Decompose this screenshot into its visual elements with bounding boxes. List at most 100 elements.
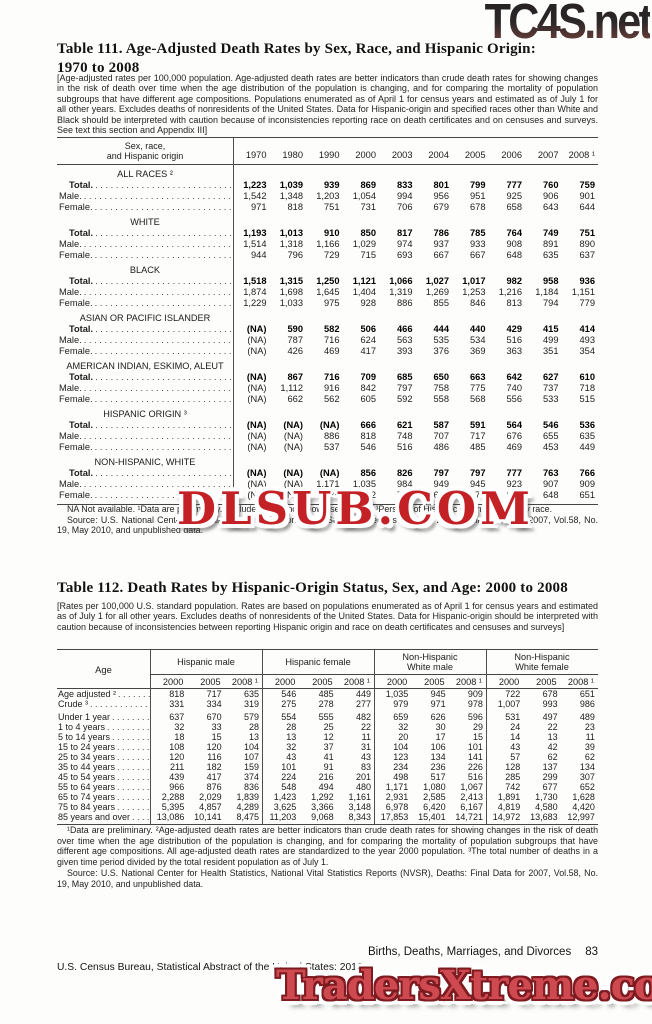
- death-rate-value: 663: [469, 372, 486, 382]
- death-rate-value: 417: [206, 772, 222, 782]
- death-rate-value: 971: [430, 699, 446, 709]
- row-label: 65 to 74 years: [58, 792, 116, 802]
- death-rate-value: 494: [318, 782, 334, 792]
- death-rate-value: 797: [396, 383, 413, 393]
- table-row: Male. 1,874 1,698 1,645 1,404 1,319 1,269 1,253…: [57, 287, 598, 298]
- death-rate-value: 1,423: [273, 792, 297, 802]
- table-row: 5 to 14 years 18 15 13 13 12 11 20 17 15 14 13 11: [57, 732, 598, 742]
- row-stub: Total.: [57, 468, 233, 479]
- death-rate-value: 651: [579, 689, 595, 699]
- death-rate-value: 945: [430, 689, 446, 699]
- death-rate-value: 678: [433, 490, 449, 500]
- row-stub: Total.: [57, 228, 233, 239]
- death-rate-value: 555: [318, 712, 334, 722]
- death-rate-value: 369: [469, 346, 486, 356]
- death-rate-value: 6,978: [385, 802, 409, 812]
- row-label: Total.: [69, 180, 94, 190]
- death-rate-value: 285: [505, 772, 521, 782]
- death-rate-value: 224: [281, 772, 297, 782]
- row-stub: Female.: [57, 202, 233, 213]
- death-rate-value: 610: [579, 372, 595, 382]
- dot-leader: [93, 442, 233, 453]
- death-rate-value: 775: [469, 383, 486, 393]
- death-rate-value: 670: [206, 712, 222, 722]
- death-rate-value: 568: [469, 394, 486, 404]
- death-rate-value: 1,007: [497, 699, 521, 709]
- death-rate-value: 709: [360, 372, 376, 382]
- death-rate-value: 469: [323, 346, 340, 356]
- death-rate-value: 624: [360, 335, 376, 345]
- death-rate-value: 506: [360, 324, 376, 334]
- death-rate-value: 928: [360, 298, 376, 308]
- t111-body: ALL RACES ² Total. 1,223 1,039 939 869 833 801 7…: [57, 169, 598, 504]
- vertical-rule: [233, 138, 234, 504]
- death-rate-value: 182: [206, 762, 222, 772]
- death-rate-value: 6,167: [460, 802, 483, 812]
- death-rate-value: 910: [323, 228, 340, 238]
- row-stub: 5 to 14 years: [57, 732, 150, 742]
- death-rate-value: 1,121: [352, 276, 376, 286]
- death-rate-value: 13: [248, 732, 259, 742]
- death-rate-value: 42: [547, 742, 558, 752]
- death-rate-value: 43: [360, 752, 371, 762]
- table-row: Female. (NA) (NA) 537 546 516 486 485 469 453 449: [57, 442, 598, 453]
- table-111-header: Sex, race, and Hispanic origin 1970 1980 1…: [57, 138, 598, 165]
- death-rate-value: (NA): [283, 442, 303, 452]
- death-rate-value: 18: [174, 732, 185, 742]
- death-rate-value: 936: [579, 276, 595, 286]
- row-label: Male.: [59, 191, 82, 201]
- death-rate-value: 354: [579, 346, 595, 356]
- death-rate-value: 867: [287, 372, 303, 382]
- death-rate-value: 621: [396, 420, 413, 430]
- death-rate-value: 642: [506, 372, 522, 382]
- table-row: Under 1 year 637 670 579 554 555 482 659 626 596 5…: [57, 712, 598, 722]
- death-rate-value: 201: [355, 772, 371, 782]
- t112-body: Age adjusted ² 818 717 635 546 485 449 1,035 945…: [57, 689, 598, 824]
- death-rate-value: 1,250: [316, 276, 340, 286]
- death-rate-value: 842: [360, 383, 376, 393]
- death-rate-value: 1,514: [243, 239, 267, 249]
- death-rate-value: 850: [360, 228, 376, 238]
- row-stub: Male.: [57, 239, 233, 250]
- death-rate-value: 13,086: [156, 812, 185, 822]
- table-row: Male. (NA) (NA) 886 818 748 707 717 676 655 635: [57, 431, 598, 442]
- dot-leader: [93, 420, 233, 431]
- death-rate-value: 740: [506, 383, 522, 393]
- death-rate-value: 650: [433, 372, 449, 382]
- death-rate-value: 535: [433, 335, 449, 345]
- row-label: 55 to 64 years: [58, 782, 116, 792]
- death-rate-value: 635: [542, 250, 559, 260]
- row-label: Total.: [69, 468, 94, 478]
- death-rate-value: (NA): [247, 442, 267, 452]
- watermark-tc4s: TC4S.net: [484, 0, 652, 50]
- death-rate-value: 655: [542, 431, 559, 441]
- death-rate-value: (NA): [247, 383, 267, 393]
- death-rate-value: 1,067: [460, 782, 483, 792]
- death-rate-value: 101: [281, 762, 297, 772]
- table-row: Female. 1,229 1,033 975 928 886 855 846 813 794 77…: [57, 298, 598, 309]
- death-rate-value: 993: [542, 699, 558, 709]
- death-rate-value: 108: [169, 742, 185, 752]
- death-rate-value: 1,518: [243, 276, 267, 286]
- death-rate-value: 886: [323, 431, 340, 441]
- t112-year-row: 2000 2005 2008 ¹ 2000 2005 2008 ¹ 2000 2005 2008…: [150, 675, 598, 688]
- death-rate-value: 426: [287, 346, 303, 356]
- death-rate-value: 104: [243, 742, 259, 752]
- death-rate-value: 17: [435, 732, 446, 742]
- death-rate-value: 2,931: [385, 792, 409, 802]
- footnote-text: ¹Data are preliminary. ²Age-adjusted dea…: [57, 825, 598, 868]
- death-rate-value: 1,112: [280, 383, 303, 393]
- dot-leader: [88, 699, 150, 709]
- death-rate-value: 414: [579, 324, 595, 334]
- death-rate-value: 449: [579, 442, 595, 452]
- death-rate-value: 666: [360, 420, 376, 430]
- death-rate-value: 1,730: [535, 792, 558, 802]
- death-rate-value: 415: [542, 324, 559, 334]
- death-rate-value: 83: [360, 762, 371, 772]
- death-rate-value: 6,420: [423, 802, 446, 812]
- death-rate-value: 876: [206, 782, 222, 792]
- death-rate-value: 558: [433, 394, 449, 404]
- dot-leader: [82, 335, 233, 346]
- table-111-title-line2: 1970 to 2008: [57, 60, 140, 76]
- death-rate-value: 742: [505, 782, 521, 792]
